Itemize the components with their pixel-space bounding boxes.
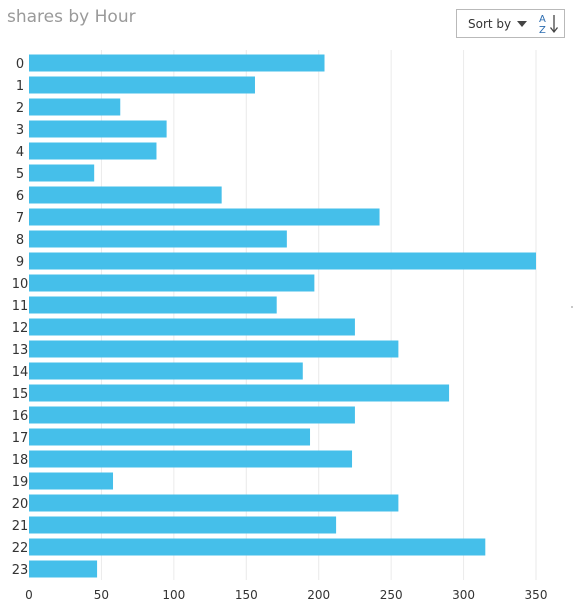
bar-hour-17[interactable] [29, 428, 311, 446]
svg-text:Z: Z [539, 25, 546, 36]
x-tick-label: 100 [162, 588, 185, 602]
category-label: 5 [16, 167, 24, 182]
x-tick-label: 0 [25, 588, 33, 602]
category-label: 16 [12, 409, 29, 424]
category-label: 4 [16, 145, 24, 160]
bar-hour-23[interactable] [29, 560, 98, 578]
category-label: 7 [16, 211, 24, 226]
chart-title: shares by Hour [7, 7, 136, 27]
bar-hour-9[interactable] [29, 252, 536, 270]
x-tick-label: 200 [307, 588, 330, 602]
bar-hour-10[interactable] [29, 274, 315, 292]
bar-hour-11[interactable] [29, 296, 277, 314]
category-label: 9 [16, 255, 24, 270]
bar-hour-13[interactable] [29, 340, 399, 358]
category-label: 20 [12, 497, 29, 512]
bar-hour-2[interactable] [29, 98, 121, 116]
bar-hour-4[interactable] [29, 142, 157, 160]
category-label: 13 [12, 343, 29, 358]
category-label: 6 [16, 189, 24, 204]
sort-by-dropdown[interactable]: Sort by A Z [456, 9, 565, 38]
bar-hour-14[interactable] [29, 362, 303, 380]
bar-hour-21[interactable] [29, 516, 337, 534]
category-label: 19 [12, 475, 29, 490]
bar-hour-0[interactable] [29, 54, 325, 72]
bar-hour-5[interactable] [29, 164, 95, 182]
bar-hour-1[interactable] [29, 76, 255, 94]
bar-hour-8[interactable] [29, 230, 287, 248]
sort-az-icon[interactable]: A Z [537, 12, 563, 36]
x-tick-label: 150 [235, 588, 258, 602]
category-label: 1 [16, 79, 24, 94]
svg-text:A: A [539, 14, 546, 25]
category-label: 8 [16, 233, 24, 248]
category-label: 10 [12, 277, 29, 292]
bar-hour-19[interactable] [29, 472, 114, 490]
category-label: 0 [16, 57, 24, 72]
category-label: 23 [12, 563, 29, 578]
chevron-down-icon[interactable] [517, 20, 528, 27]
bar-hour-16[interactable] [29, 406, 355, 424]
bar-hour-6[interactable] [29, 186, 222, 204]
bar-hour-22[interactable] [29, 538, 486, 556]
category-label: 18 [12, 453, 29, 468]
x-tick-label: 250 [380, 588, 403, 602]
bar-hour-12[interactable] [29, 318, 355, 336]
x-tick-label: 300 [452, 588, 475, 602]
category-label: 14 [12, 365, 29, 380]
category-label: 21 [12, 519, 29, 534]
edge-marker [571, 306, 573, 308]
category-label: 12 [12, 321, 29, 336]
category-label: 3 [16, 123, 24, 138]
x-tick-label: 350 [525, 588, 548, 602]
sort-by-label: Sort by [468, 16, 512, 31]
x-tick-label: 50 [94, 588, 109, 602]
category-label: 17 [12, 431, 29, 446]
category-label: 11 [12, 299, 29, 314]
bar-hour-20[interactable] [29, 494, 399, 512]
bar-hour-18[interactable] [29, 450, 353, 468]
category-label: 15 [12, 387, 29, 402]
category-label: 2 [16, 101, 24, 116]
bar-hour-3[interactable] [29, 120, 167, 138]
bar-hour-7[interactable] [29, 208, 380, 226]
bar-hour-15[interactable] [29, 384, 450, 402]
category-label: 22 [12, 541, 29, 556]
